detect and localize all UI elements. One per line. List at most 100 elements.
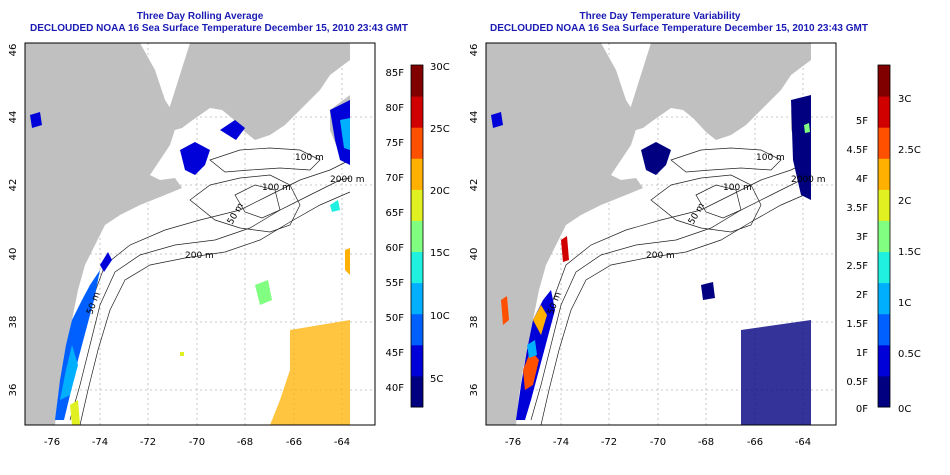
lat-tick-label: 40 [8,248,19,261]
lat-tick-label: 36 [8,384,19,397]
colorbar-f-label: 70F [386,173,405,184]
colorbar-swatch [878,127,890,159]
colorbar-swatch [411,313,423,346]
contour-label: 100 m [262,183,291,193]
colorbar-swatch [411,220,423,253]
colorbar-f-label: 75F [386,138,405,149]
lat-tick-label: 46 [8,44,19,57]
colorbar-f-label: 45F [386,348,405,359]
lon-tick-label: -68 [237,437,253,448]
left-map-title-line1: Three Day Rolling Average [136,11,264,22]
lon-tick-label: -66 [747,437,763,448]
left-map-y-axis: 46 44 42 40 38 36 [8,44,19,397]
right-colorbar: 5F 4.5F 4F 3.5F 3F 2.5F 2F 1.5F 1F 0.5F … [846,64,921,415]
left-map-x-axis: -76 -74 -72 -70 -68 -66 -64 [44,437,350,448]
left-map-sst-pixels [30,100,350,425]
right-map[interactable]: 100 m 2000 m 100 m 50 m 200 m 50 m 46 44… [461,42,837,448]
right-map-frame [485,42,837,426]
left-map-title: Three Day Rolling Average DECLOUDED NOAA… [30,11,408,35]
lon-tick-label: -74 [92,437,108,448]
lon-tick-label: -72 [601,437,617,448]
colorbar-swatch [411,127,423,159]
left-colorbar-gradient [411,65,423,408]
colorbar-f-label: 2.5F [846,261,868,272]
colorbar-c-label: 5C [430,374,443,385]
lat-tick-label: 44 [469,111,480,124]
colorbar-swatch [878,375,890,408]
colorbar-swatch [411,344,423,377]
lon-tick-label: -68 [698,437,714,448]
colorbar-f-label: 55F [386,278,405,289]
lon-tick-label: -70 [189,437,205,448]
left-colorbar: 85F 80F 75F 70F 65F 60F 55F 50F 45F 40F … [386,62,450,408]
lon-tick-label: -70 [650,437,666,448]
colorbar-c-label: 2C [898,196,911,207]
colorbar-c-label: 0C [898,404,911,415]
colorbar-f-label: 0F [856,404,868,415]
lon-tick-label: -76 [505,437,521,448]
left-map[interactable]: 100 m 2000 m 100 m 50 m 200 m 50 m 46 44… [0,42,376,448]
colorbar-f-label: 5F [856,116,868,127]
lat-tick-label: 36 [469,384,480,397]
colorbar-swatch [878,65,890,97]
lon-tick-label: -66 [286,437,302,448]
colorbar-c-label: 25C [430,124,450,135]
contour-label: 100 m [723,183,752,193]
colorbar-swatch [878,313,890,346]
right-map-title-line1: Three Day Temperature Variability [579,11,741,22]
lon-tick-label: -64 [334,437,350,448]
colorbar-c-label: 20C [430,186,450,197]
colorbar-c-label: 0.5C [898,349,921,360]
colorbar-f-label: 3F [856,232,868,243]
right-map-title-line2: DECLOUDED NOAA 16 Sea Surface Temperatur… [490,23,868,34]
contour-label: 100 m [295,153,324,163]
lon-tick-label: -64 [795,437,811,448]
colorbar-f-label: 60F [386,243,405,254]
colorbar-swatch [411,96,423,128]
colorbar-c-label: 1C [898,298,911,309]
lat-tick-label: 42 [469,179,480,192]
left-map-frame [24,42,376,426]
left-colorbar-frame [410,64,424,408]
colorbar-swatch [411,375,423,408]
lon-tick-label: -76 [44,437,60,448]
contour-label: 200 m [185,251,214,261]
contour-label: 200 m [646,251,675,261]
colorbar-c-label: 15C [430,248,450,259]
colorbar-c-label: 30C [430,62,450,73]
colorbar-swatch [878,158,890,190]
lat-tick-label: 42 [8,179,19,192]
colorbar-f-label: 65F [386,208,405,219]
colorbar-f-label: 4.5F [846,145,868,156]
colorbar-c-label: 10C [430,311,450,322]
colorbar-f-label: 1.5F [846,319,868,330]
colorbar-f-label: 85F [386,68,405,79]
colorbar-f-label: 3.5F [846,203,868,214]
colorbar-f-label: 80F [386,103,405,114]
colorbar-swatch [878,251,890,284]
lat-tick-label: 40 [469,248,480,261]
right-map-x-axis: -76 -74 -72 -70 -68 -66 -64 [505,437,811,448]
right-map-variability-pixels [491,95,811,425]
colorbar-swatch [878,96,890,128]
colorbar-swatch [878,282,890,315]
colorbar-f-label: 1F [856,348,868,359]
colorbar-swatch [411,65,423,97]
right-colorbar-f-labels: 5F 4.5F 4F 3.5F 3F 2.5F 2F 1.5F 1F 0.5F … [846,116,868,415]
colorbar-swatch [878,189,890,221]
colorbar-f-label: 50F [386,313,405,324]
colorbar-c-label: 3C [898,94,911,105]
colorbar-swatch [411,282,423,315]
colorbar-swatch [411,158,423,190]
right-colorbar-gradient [878,65,890,408]
left-map-title-line2: DECLOUDED NOAA 16 Sea Surface Temperatur… [30,23,408,34]
colorbar-f-label: 40F [386,383,405,394]
colorbar-swatch [878,344,890,377]
colorbar-swatch [411,251,423,284]
contour-label: 2000 m [791,175,826,185]
colorbar-f-label: 4F [856,174,868,185]
lon-tick-label: -72 [140,437,156,448]
colorbar-f-label: 2F [856,290,868,301]
contour-label: 100 m [756,153,785,163]
